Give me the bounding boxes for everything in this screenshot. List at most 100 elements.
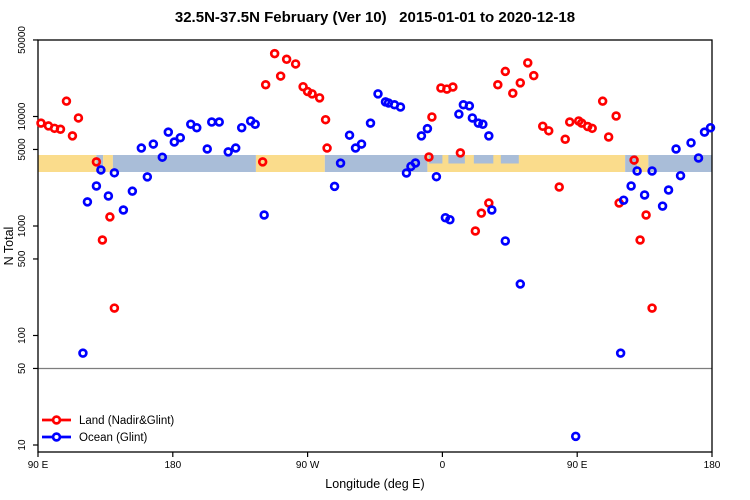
data-point-ocean bbox=[356, 139, 367, 149]
y-tick-label: 100 bbox=[17, 327, 28, 344]
data-point-ocean bbox=[570, 431, 581, 442]
coast-band-inland-sea-patch bbox=[500, 155, 519, 164]
data-point-ocean bbox=[699, 127, 710, 137]
data-point-land bbox=[307, 89, 317, 99]
data-point-ocean bbox=[632, 166, 642, 176]
data-point-ocean bbox=[202, 144, 212, 154]
data-point-ocean bbox=[473, 118, 484, 128]
data-point-land bbox=[424, 152, 434, 162]
data-point-ocean bbox=[250, 119, 260, 129]
data-point-land bbox=[587, 123, 597, 134]
data-point-ocean bbox=[335, 158, 346, 168]
data-point-land bbox=[597, 96, 608, 106]
x-tick-label: 180 bbox=[164, 460, 181, 471]
data-point-ocean bbox=[91, 181, 102, 191]
data-point-land bbox=[281, 54, 292, 65]
data-point-land bbox=[260, 79, 271, 90]
data-point-ocean bbox=[136, 143, 147, 153]
data-point-ocean bbox=[103, 191, 114, 201]
data-point-ocean bbox=[142, 172, 153, 182]
data-point-land bbox=[448, 82, 458, 92]
y-tick-label: 50000 bbox=[17, 26, 28, 54]
data-point-ocean bbox=[127, 186, 138, 196]
coast-band-inland-sea-patch bbox=[473, 155, 494, 164]
data-point-land bbox=[647, 303, 657, 313]
data-point-ocean bbox=[416, 131, 427, 141]
data-point-land bbox=[36, 118, 46, 128]
data-point-ocean bbox=[344, 130, 355, 140]
data-point-ocean bbox=[109, 168, 120, 178]
y-tick-label: 500 bbox=[17, 250, 28, 267]
data-point-ocean bbox=[478, 119, 488, 129]
data-point-land bbox=[67, 131, 78, 141]
data-point-ocean bbox=[148, 139, 159, 149]
data-point-ocean bbox=[175, 132, 186, 143]
data-point-land bbox=[73, 113, 84, 123]
data-point-ocean bbox=[467, 113, 478, 123]
data-point-ocean bbox=[214, 117, 224, 127]
data-point-ocean bbox=[487, 205, 497, 215]
data-point-ocean bbox=[82, 197, 93, 207]
data-point-ocean bbox=[259, 210, 269, 220]
data-point-ocean bbox=[230, 143, 241, 153]
legend-marker-land bbox=[51, 415, 62, 425]
y-tick-label: 10 bbox=[17, 439, 28, 451]
data-point-ocean bbox=[157, 152, 168, 162]
x-axis-title: Longitude (deg E) bbox=[325, 477, 424, 491]
data-point-ocean bbox=[500, 236, 511, 246]
x-tick-label: 180 bbox=[704, 460, 721, 471]
data-point-land bbox=[290, 59, 301, 69]
data-point-land bbox=[543, 126, 554, 136]
data-point-ocean bbox=[639, 190, 650, 200]
data-point-land bbox=[629, 155, 639, 165]
data-point-ocean bbox=[626, 181, 636, 191]
data-point-ocean bbox=[693, 153, 704, 163]
data-point-ocean bbox=[663, 185, 674, 195]
data-point-land bbox=[635, 235, 645, 245]
data-point-ocean bbox=[484, 131, 494, 141]
legend-label: Ocean (Glint) bbox=[79, 432, 148, 444]
data-point-ocean bbox=[657, 201, 668, 211]
data-point-land bbox=[538, 121, 548, 131]
data-point-ocean bbox=[431, 171, 442, 182]
data-point-ocean bbox=[618, 195, 629, 205]
data-point-ocean bbox=[78, 348, 88, 358]
data-point-ocean bbox=[395, 102, 406, 112]
data-point-land bbox=[641, 210, 651, 220]
data-point-ocean bbox=[401, 168, 412, 178]
data-point-land bbox=[105, 212, 115, 222]
coast-band-land-segment bbox=[38, 155, 97, 172]
data-point-land bbox=[554, 182, 564, 192]
data-point-land bbox=[320, 114, 331, 125]
x-tick-label: 90 W bbox=[296, 460, 320, 471]
coast-band-land-segment bbox=[103, 155, 113, 172]
data-point-land bbox=[470, 226, 481, 236]
data-point-ocean bbox=[671, 144, 681, 154]
data-point-ocean bbox=[206, 117, 217, 127]
data-point-land bbox=[611, 111, 621, 121]
data-point-land bbox=[515, 78, 526, 88]
data-point-ocean bbox=[615, 348, 626, 358]
coast-band-ocean-segment bbox=[324, 155, 428, 172]
data-point-ocean bbox=[464, 101, 475, 111]
legend-label: Land (Nadir&Glint) bbox=[79, 415, 174, 427]
data-point-ocean bbox=[169, 137, 180, 147]
data-point-land bbox=[529, 70, 539, 81]
data-point-land bbox=[97, 235, 108, 245]
data-point-land bbox=[91, 157, 102, 167]
data-point-land bbox=[61, 96, 72, 106]
y-tick-label: 1000 bbox=[17, 214, 28, 237]
data-point-ocean bbox=[223, 147, 233, 157]
data-point-ocean bbox=[118, 205, 129, 215]
data-point-ocean bbox=[350, 143, 361, 153]
data-point-ocean bbox=[686, 138, 696, 148]
data-point-land bbox=[257, 157, 268, 167]
data-point-land bbox=[427, 112, 437, 122]
data-point-ocean bbox=[422, 123, 433, 134]
data-point-ocean bbox=[236, 122, 247, 133]
x-tick-label: 90 E bbox=[28, 460, 49, 471]
data-point-ocean bbox=[373, 89, 383, 99]
data-point-land bbox=[560, 134, 570, 144]
legend-marker-ocean bbox=[51, 432, 62, 442]
